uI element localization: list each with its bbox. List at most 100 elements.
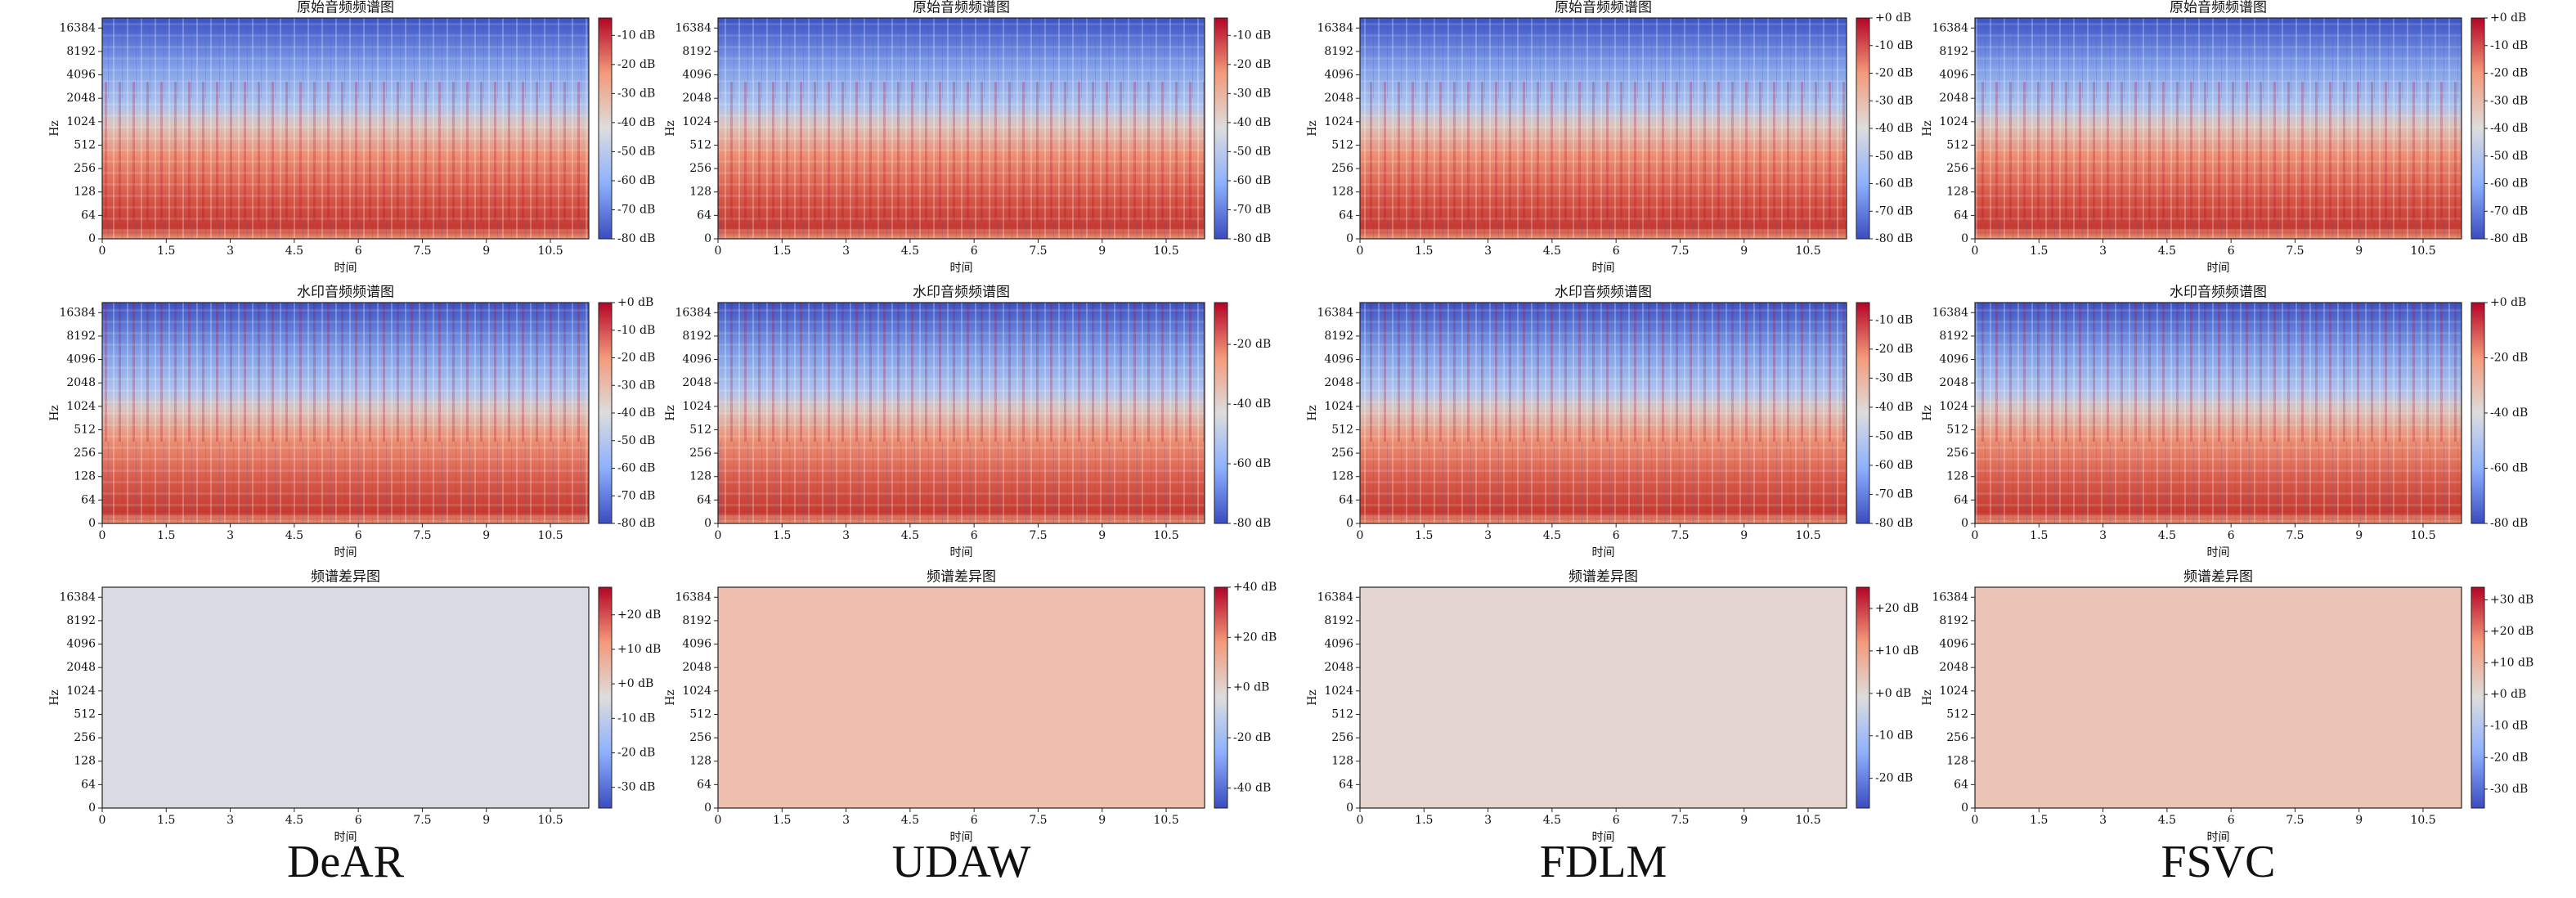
x-tick-label: 0 (99, 245, 106, 258)
x-tick-label: 9 (482, 814, 490, 827)
y-tick-label: 64 (697, 493, 711, 506)
spectrogram-image (102, 587, 589, 808)
x-tick-label: 3 (2099, 814, 2107, 827)
x-tick-label: 3 (2099, 245, 2107, 258)
spectrogram-texture (1975, 18, 2462, 239)
y-tick-label: 0 (88, 801, 96, 815)
x-tick-label: 0 (715, 245, 722, 258)
x-tick-label: 4.5 (1543, 814, 1561, 827)
plot-frame (101, 17, 590, 240)
x-axis-label: 时间 (334, 831, 357, 844)
colorbar-tick-label: -50 dB (1875, 150, 1913, 163)
panel-title: 频谱差异图 (311, 569, 380, 586)
x-tick-label: 0 (1357, 814, 1364, 827)
y-tick-label: 4096 (66, 638, 96, 651)
y-tick-label: 128 (1946, 755, 1968, 768)
colorbar-tick-label: -60 dB (1233, 174, 1271, 187)
y-axis-label: Hz (1306, 120, 1319, 137)
y-tick-label: 2048 (682, 92, 711, 105)
colorbar-tick-label: -80 dB (1875, 232, 1913, 245)
colorbar-tick-label: -20 dB (2490, 751, 2528, 764)
colorbar-tick-label: +20 dB (1233, 631, 1277, 644)
y-tick-label: 1024 (1324, 685, 1353, 698)
x-tick-label: 10.5 (1795, 529, 1820, 542)
x-tick-label: 1.5 (1415, 245, 1433, 258)
y-tick-label: 1024 (66, 400, 96, 413)
colorbar-tick-label: -50 dB (1875, 429, 1913, 442)
y-axis-label: Hz (1921, 689, 1934, 706)
y-tick-label: 1024 (1939, 400, 1968, 413)
x-tick-label: 3 (227, 245, 234, 258)
colorbar-tick-label: -10 dB (2490, 720, 2528, 733)
y-axis-label: Hz (48, 120, 61, 137)
y-tick-label: 256 (689, 731, 711, 744)
x-tick-label: 6 (2228, 529, 2235, 542)
plot-frame (717, 586, 1205, 809)
colorbar-tick-label: -10 dB (617, 29, 655, 42)
y-tick-label: 4096 (1324, 638, 1353, 651)
colorbar-tick-label: +0 dB (2490, 688, 2526, 701)
y-tick-label: 8192 (1939, 614, 1968, 627)
x-tick-label: 6 (2228, 245, 2235, 258)
y-tick-label: 128 (1331, 186, 1353, 199)
x-tick-label: 9 (1740, 245, 1748, 258)
colorbar-tick-label: -50 dB (617, 434, 655, 447)
y-tick-label: 512 (1946, 423, 1968, 436)
y-axis-label: Hz (1306, 689, 1319, 706)
y-tick-label: 4096 (682, 353, 711, 366)
colorbar (1856, 586, 1870, 809)
x-tick-label: 3 (842, 245, 850, 258)
y-tick-label: 64 (1954, 778, 1968, 791)
x-axis-label: 时间 (2207, 262, 2230, 275)
x-tick-label: 9 (2355, 814, 2363, 827)
colorbar-tick-label: +30 dB (2490, 593, 2533, 606)
colorbar-tick-label: -50 dB (617, 145, 655, 158)
y-tick-label: 1024 (66, 685, 96, 698)
panel-title: 原始音频频谱图 (1555, 0, 1652, 16)
x-tick-label: 1.5 (157, 245, 175, 258)
plot-frame (1359, 586, 1847, 809)
colorbar-tick-label: -10 dB (1875, 313, 1913, 326)
y-axis-label: Hz (48, 405, 61, 421)
method-label: FDLM (1540, 837, 1667, 887)
colorbar-tick-label: -30 dB (1233, 87, 1271, 100)
colorbar-tick-label: -20 dB (1875, 772, 1913, 785)
y-tick-label: 2048 (682, 661, 711, 674)
x-tick-label: 7.5 (1029, 245, 1047, 258)
colorbar-tick-label: -30 dB (1875, 94, 1913, 107)
y-tick-label: 16384 (59, 21, 96, 34)
x-axis-label: 时间 (1592, 546, 1615, 559)
x-tick-label: 0 (1357, 529, 1364, 542)
y-tick-label: 2048 (1324, 92, 1353, 105)
colorbar-tick-label: +0 dB (617, 677, 653, 690)
y-tick-label: 512 (689, 138, 711, 151)
y-tick-label: 16384 (1932, 21, 1968, 34)
x-tick-label: 1.5 (2030, 529, 2048, 542)
y-tick-label: 1024 (1324, 115, 1353, 128)
x-tick-label: 4.5 (285, 529, 303, 542)
x-axis-label: 时间 (334, 262, 357, 275)
y-tick-label: 256 (74, 162, 96, 175)
spectrogram-texture (102, 18, 589, 239)
colorbar-tick-label: +0 dB (1233, 681, 1269, 694)
y-axis-label: Hz (48, 689, 61, 706)
y-tick-label: 8192 (682, 614, 711, 627)
method-label: FSVC (2161, 837, 2275, 887)
y-tick-label: 4096 (66, 69, 96, 82)
colorbar-tick-label: -40 dB (2490, 122, 2528, 135)
y-tick-label: 512 (1331, 138, 1353, 151)
y-axis-label: Hz (664, 405, 677, 421)
colorbar-tick-label: -20 dB (617, 747, 655, 760)
x-tick-label: 1.5 (1415, 529, 1433, 542)
y-tick-label: 16384 (59, 306, 96, 319)
x-axis-label: 时间 (2207, 831, 2230, 844)
y-tick-label: 512 (689, 707, 711, 721)
y-tick-label: 512 (74, 138, 96, 151)
colorbar (1214, 586, 1228, 809)
y-tick-label: 256 (689, 447, 711, 460)
colorbar-tick-label: -60 dB (1875, 177, 1913, 191)
x-tick-label: 4.5 (1543, 245, 1561, 258)
colorbar-tick-label: +10 dB (617, 643, 661, 656)
y-tick-label: 8192 (66, 614, 96, 627)
